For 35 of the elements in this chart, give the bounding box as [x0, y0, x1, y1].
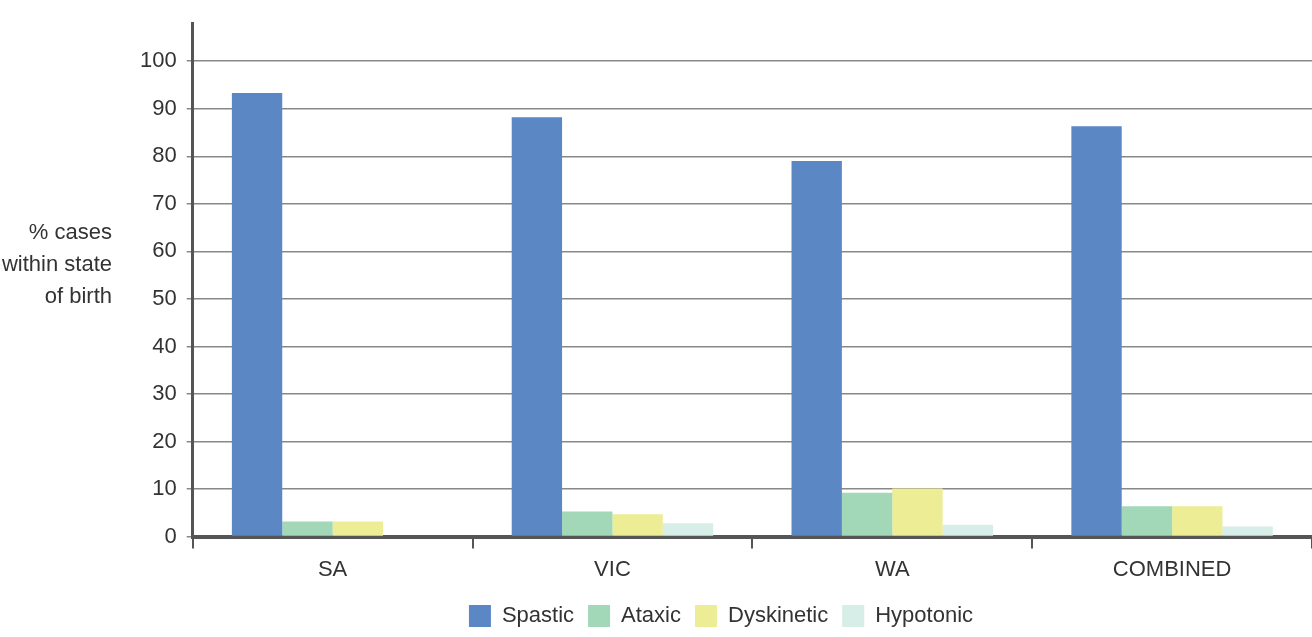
- bar: [1121, 506, 1173, 536]
- bar: [231, 93, 283, 536]
- y-tick-label: 90: [152, 94, 177, 120]
- y-tick-label: 100: [139, 47, 177, 73]
- bar: [282, 521, 333, 536]
- y-tick-label: 30: [152, 380, 177, 406]
- bar: [1222, 526, 1273, 536]
- y-tick-label: 40: [152, 332, 177, 358]
- bar: [892, 488, 943, 536]
- y-tick-label: 10: [152, 475, 177, 501]
- bar: [791, 161, 842, 536]
- bar: [662, 523, 714, 536]
- bar: [1172, 506, 1223, 536]
- legend-label: Spastic: [501, 602, 575, 628]
- y-tick-label: 0: [164, 522, 177, 548]
- y-tick-label: 70: [152, 189, 177, 215]
- y-tick-label: 60: [152, 237, 177, 263]
- x-tick-label: WA: [874, 555, 910, 581]
- legend-label: Dyskinetic: [727, 602, 829, 628]
- bar: [612, 514, 663, 536]
- bar: [562, 511, 613, 536]
- x-tick-label: COMBINED: [1112, 555, 1232, 581]
- x-tick-label: SA: [317, 555, 348, 581]
- y-tick-label: 80: [152, 142, 177, 168]
- bar: [511, 117, 563, 536]
- bar: [841, 492, 893, 536]
- bar: [942, 524, 993, 536]
- x-tick-label: VIC: [594, 555, 631, 581]
- y-tick-label: 50: [152, 284, 177, 310]
- legend-label: Ataxic: [621, 602, 681, 628]
- legend-label: Hypotonic: [875, 602, 974, 628]
- y-tick-label: 20: [152, 427, 177, 453]
- bar: [1071, 126, 1122, 536]
- y-axis-title: % cases within state of birth: [0, 218, 112, 310]
- bar: [332, 521, 383, 536]
